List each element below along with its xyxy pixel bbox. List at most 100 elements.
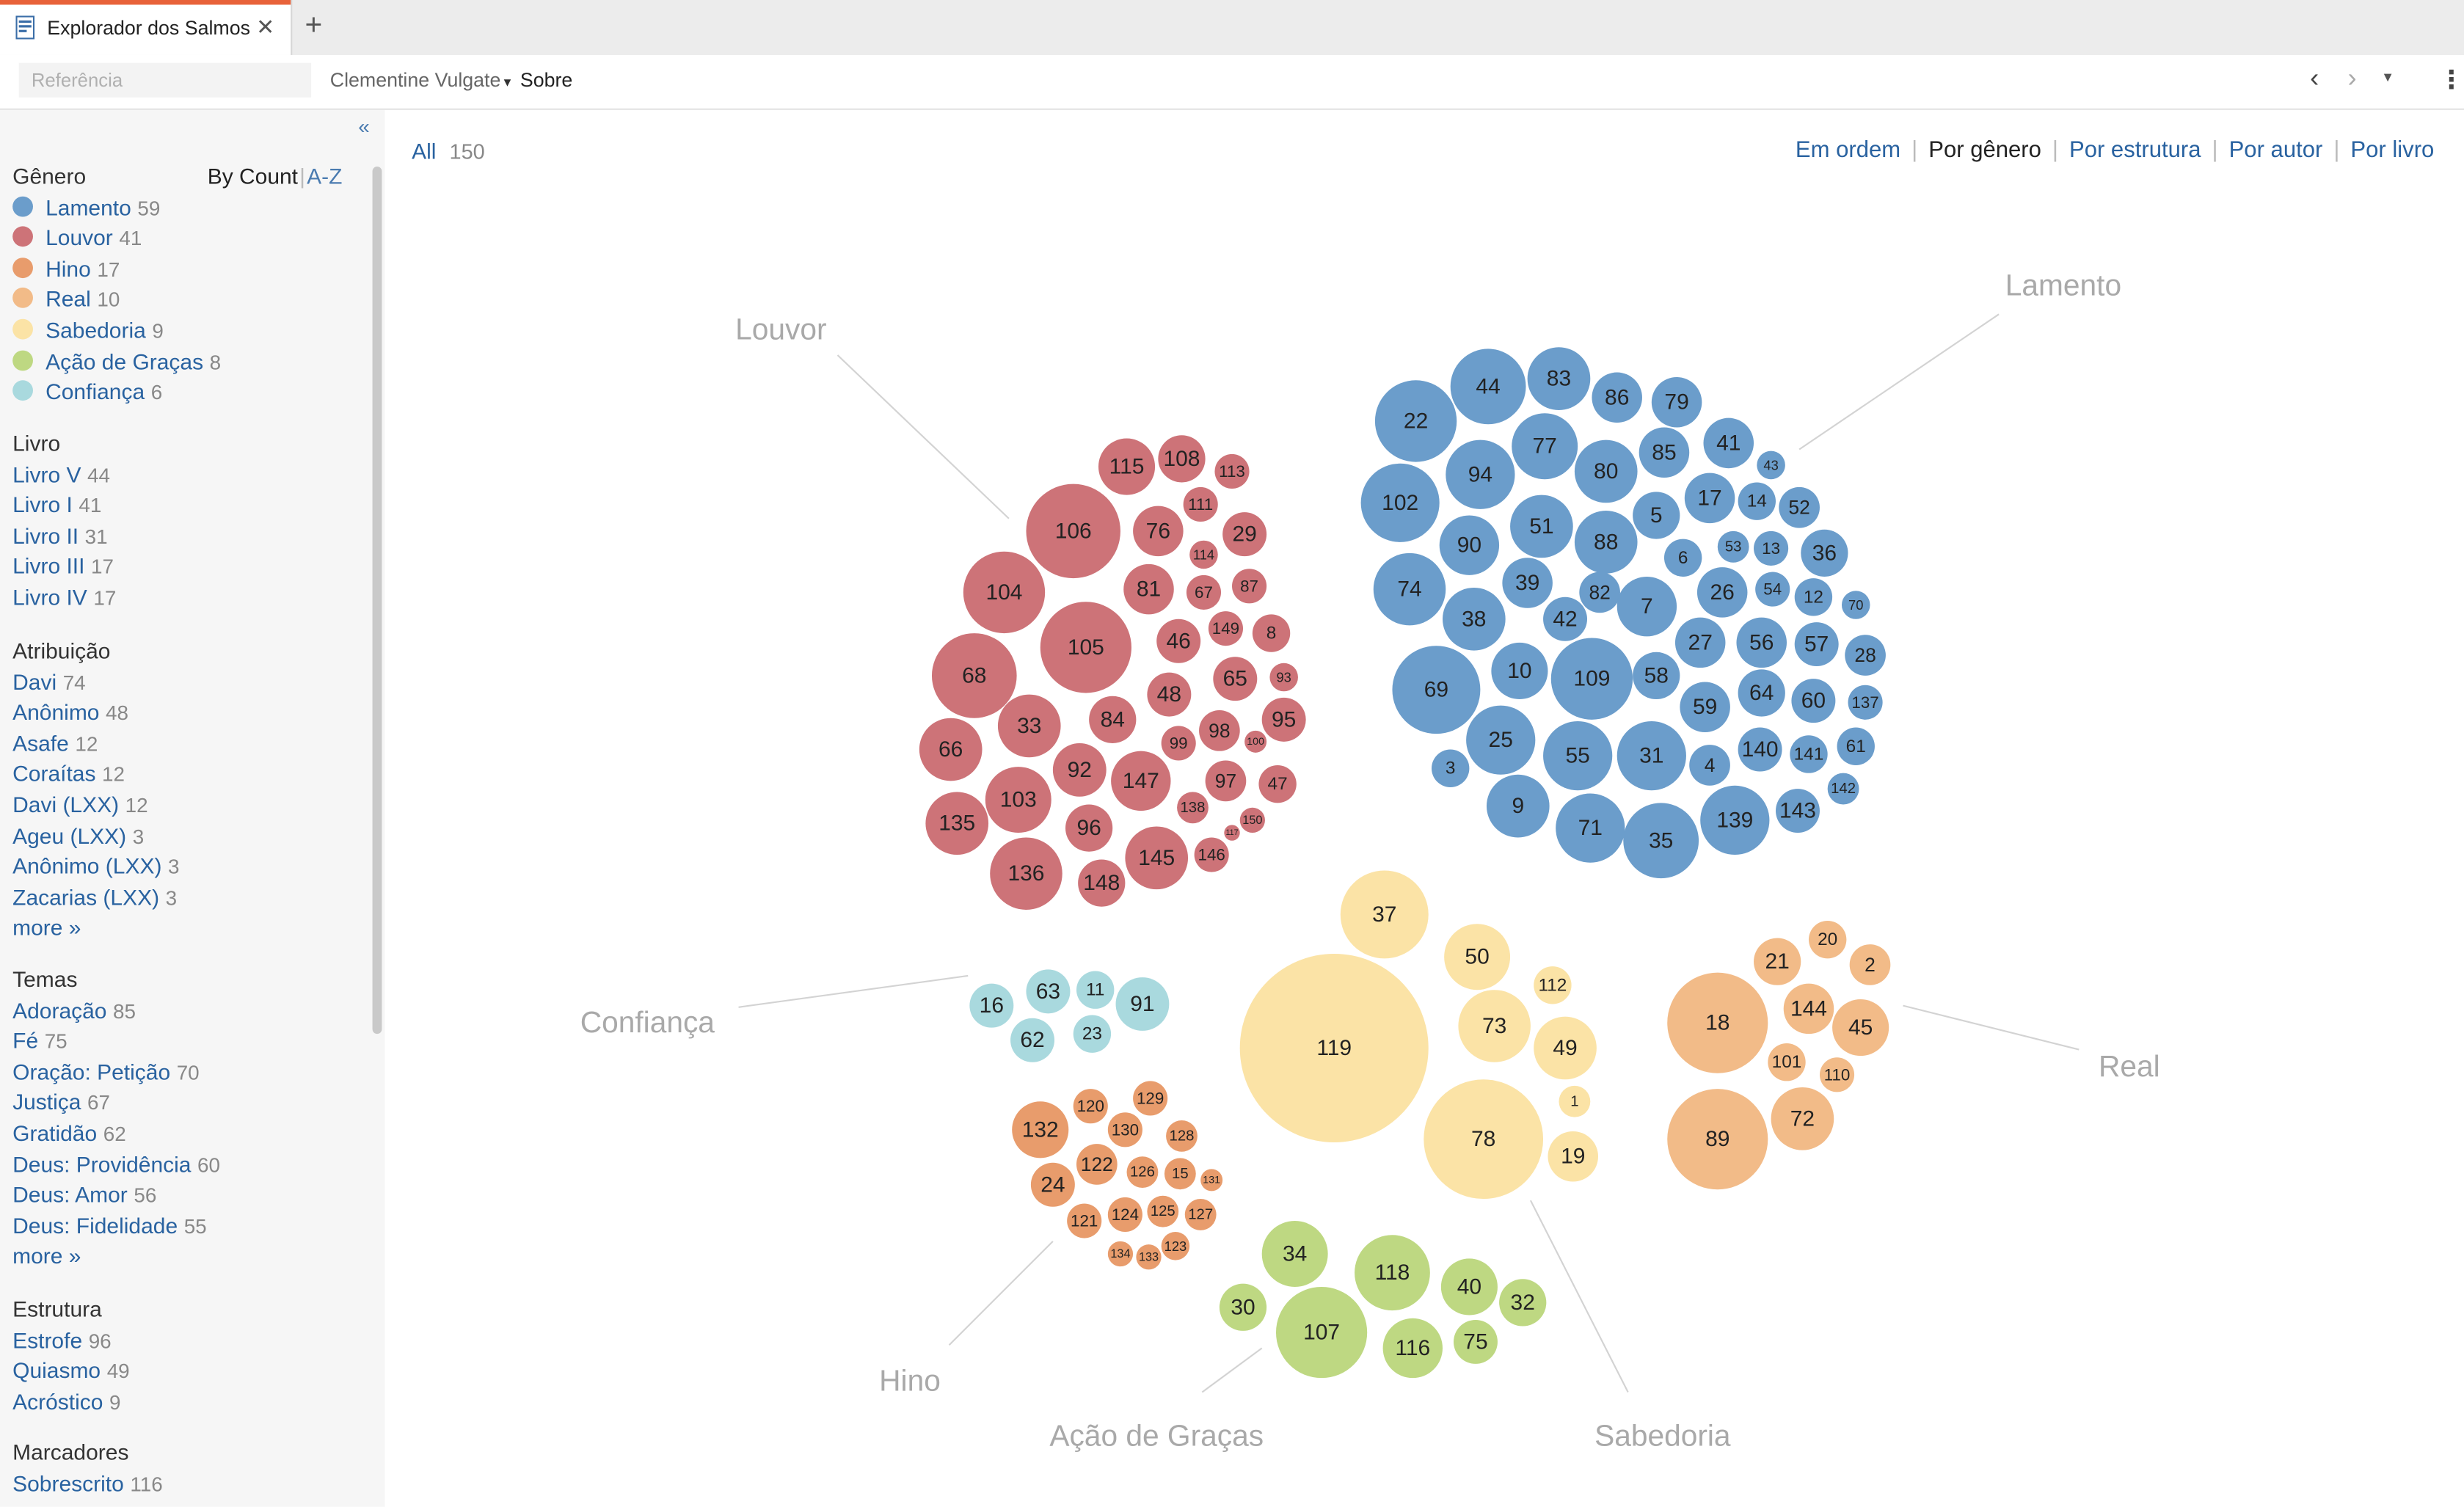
psalm-bubble[interactable]: 105 — [1040, 602, 1131, 693]
facet-item[interactable]: Livro II 31 — [12, 523, 108, 548]
psalm-bubble[interactable]: 140 — [1738, 727, 1782, 772]
psalm-bubble[interactable]: 98 — [1199, 710, 1240, 751]
more-link-temas[interactable]: more » — [12, 1244, 81, 1269]
psalm-bubble[interactable]: 116 — [1382, 1318, 1443, 1379]
new-tab-icon[interactable]: + — [305, 9, 323, 43]
psalm-bubble[interactable]: 129 — [1133, 1081, 1168, 1116]
psalm-bubble[interactable]: 120 — [1073, 1089, 1108, 1124]
psalm-bubble[interactable]: 9 — [1486, 774, 1550, 838]
psalm-bubble[interactable]: 127 — [1184, 1199, 1217, 1230]
psalm-bubble[interactable]: 49 — [1534, 1016, 1597, 1080]
facet-item[interactable]: Confiança 6 — [12, 379, 162, 404]
psalm-bubble[interactable]: 92 — [1052, 742, 1107, 797]
collapse-sidebar-icon[interactable]: « — [358, 114, 370, 139]
psalm-bubble[interactable]: 65 — [1213, 657, 1258, 701]
facet-item[interactable]: Deus: Fidelidade 55 — [12, 1213, 207, 1238]
psalm-bubble[interactable]: 84 — [1089, 696, 1137, 743]
facet-item[interactable]: Ação de Graças 8 — [12, 349, 221, 373]
psalm-bubble[interactable]: 117 — [1224, 825, 1240, 841]
psalm-bubble[interactable]: 42 — [1543, 596, 1588, 641]
psalm-bubble[interactable]: 88 — [1574, 511, 1638, 574]
psalm-bubble[interactable]: 128 — [1166, 1120, 1198, 1152]
psalm-bubble[interactable]: 138 — [1177, 792, 1209, 824]
psalm-bubble[interactable]: 25 — [1466, 705, 1536, 775]
psalm-bubble[interactable]: 82 — [1579, 572, 1620, 613]
psalm-bubble[interactable]: 58 — [1633, 652, 1680, 700]
psalm-bubble[interactable]: 30 — [1219, 1283, 1267, 1331]
more-vertical-icon[interactable]: ⋮ — [2438, 67, 2464, 95]
psalm-bubble[interactable]: 21 — [1754, 938, 1801, 985]
psalm-bubble[interactable]: 5 — [1633, 492, 1680, 539]
psalm-bubble[interactable]: 19 — [1548, 1131, 1599, 1182]
psalm-bubble[interactable]: 143 — [1776, 789, 1820, 833]
psalm-bubble[interactable]: 39 — [1502, 558, 1553, 608]
psalm-bubble[interactable]: 17 — [1684, 472, 1735, 524]
psalm-bubble[interactable]: 133 — [1136, 1244, 1162, 1270]
reference-input[interactable] — [18, 62, 312, 98]
chevron-right-icon[interactable]: › — [2347, 62, 2357, 93]
psalm-bubble[interactable]: 50 — [1444, 924, 1511, 990]
psalm-bubble[interactable]: 61 — [1837, 727, 1875, 765]
about-link[interactable]: Sobre — [520, 69, 573, 92]
psalm-bubble[interactable]: 136 — [990, 837, 1062, 910]
psalm-bubble[interactable]: 99 — [1161, 726, 1196, 761]
facet-item[interactable]: Ageu (LXX) 3 — [12, 822, 144, 847]
psalm-bubble[interactable]: 135 — [925, 792, 989, 855]
sort-by-count-button[interactable]: By Count — [207, 163, 299, 189]
psalm-bubble[interactable]: 115 — [1098, 438, 1156, 495]
psalm-bubble[interactable]: 103 — [985, 767, 1051, 833]
psalm-bubble[interactable]: 126 — [1126, 1156, 1159, 1189]
psalm-bubble[interactable]: 113 — [1214, 453, 1250, 489]
psalm-bubble[interactable]: 63 — [1026, 969, 1071, 1014]
facet-item[interactable]: Anônimo (LXX) 3 — [12, 853, 179, 878]
psalm-bubble[interactable]: 125 — [1147, 1195, 1179, 1227]
facet-item[interactable]: Oração: Petição 70 — [12, 1059, 200, 1084]
psalm-bubble[interactable]: 33 — [997, 694, 1061, 758]
sidebar-scrollbar[interactable] — [372, 167, 382, 1035]
psalm-bubble[interactable]: 83 — [1527, 347, 1591, 410]
view-option[interactable]: Por estrutura — [2068, 138, 2201, 164]
psalm-bubble[interactable]: 34 — [1261, 1221, 1328, 1287]
psalm-bubble[interactable]: 144 — [1783, 983, 1834, 1035]
psalm-bubble[interactable]: 111 — [1183, 486, 1218, 522]
psalm-bubble[interactable]: 109 — [1550, 638, 1633, 720]
view-option[interactable]: Por gênero — [1928, 138, 2041, 164]
psalm-bubble[interactable]: 79 — [1651, 376, 1702, 428]
psalm-bubble[interactable]: 31 — [1616, 720, 1686, 791]
psalm-bubble[interactable]: 24 — [1030, 1162, 1075, 1207]
psalm-bubble[interactable]: 89 — [1667, 1089, 1768, 1190]
psalm-bubble[interactable]: 13 — [1754, 530, 1789, 566]
psalm-bubble[interactable]: 47 — [1258, 765, 1297, 803]
psalm-bubble[interactable]: 71 — [1556, 793, 1625, 863]
facet-item[interactable]: Gratidão 62 — [12, 1120, 126, 1145]
psalm-bubble[interactable]: 107 — [1275, 1286, 1368, 1379]
tab-explorador[interactable]: Explorador dos Salmos ✕ — [0, 0, 293, 55]
psalm-bubble[interactable]: 110 — [1819, 1057, 1855, 1092]
psalm-bubble[interactable]: 59 — [1680, 682, 1730, 732]
psalm-bubble[interactable]: 137 — [1848, 685, 1883, 720]
psalm-bubble[interactable]: 91 — [1115, 977, 1170, 1031]
psalm-bubble[interactable]: 118 — [1355, 1235, 1430, 1311]
facet-item[interactable]: Adoração 85 — [12, 997, 136, 1022]
psalm-bubble[interactable]: 66 — [919, 718, 983, 781]
psalm-bubble[interactable]: 149 — [1208, 611, 1244, 646]
chevron-left-icon[interactable]: ‹ — [2310, 62, 2319, 93]
psalm-bubble[interactable]: 130 — [1107, 1112, 1142, 1147]
psalm-bubble[interactable]: 62 — [1010, 1018, 1055, 1062]
psalm-bubble[interactable]: 75 — [1453, 1319, 1498, 1364]
psalm-bubble[interactable]: 147 — [1111, 751, 1171, 811]
psalm-bubble[interactable]: 4 — [1689, 745, 1730, 786]
psalm-bubble[interactable]: 7 — [1616, 576, 1677, 637]
facet-item[interactable]: Louvor 41 — [12, 225, 142, 250]
psalm-bubble[interactable]: 53 — [1717, 530, 1749, 563]
psalm-bubble[interactable]: 86 — [1592, 372, 1642, 423]
psalm-bubble[interactable]: 23 — [1073, 1015, 1112, 1053]
psalm-bubble[interactable]: 36 — [1801, 529, 1848, 577]
psalm-bubble[interactable]: 94 — [1446, 439, 1515, 509]
psalm-bubble[interactable]: 123 — [1161, 1232, 1190, 1260]
psalm-bubble[interactable]: 12 — [1794, 578, 1833, 616]
psalm-bubble[interactable]: 32 — [1499, 1279, 1547, 1327]
psalm-bubble[interactable]: 90 — [1439, 515, 1500, 575]
psalm-bubble[interactable]: 80 — [1574, 439, 1638, 503]
psalm-bubble[interactable]: 55 — [1543, 720, 1613, 791]
